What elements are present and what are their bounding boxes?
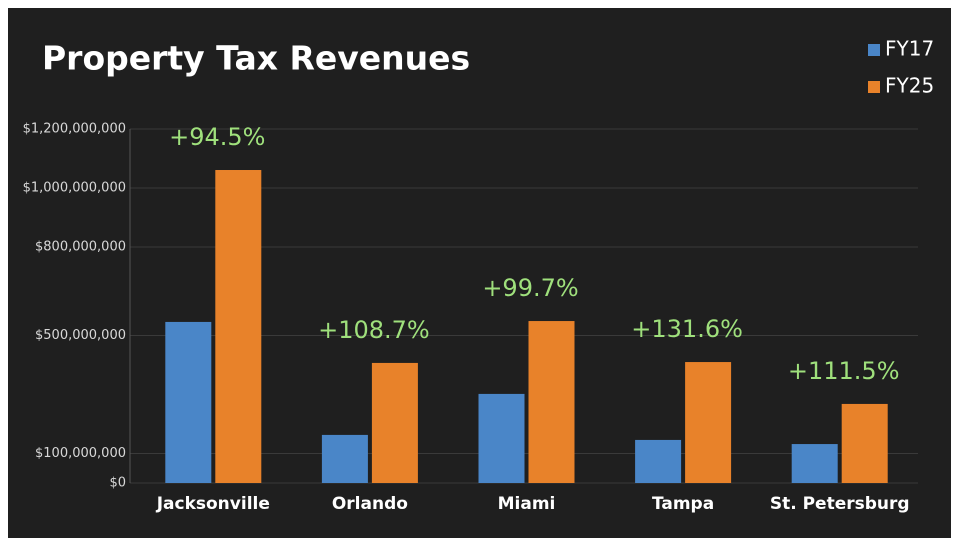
bar <box>215 170 262 483</box>
bar <box>321 434 368 483</box>
annotation: +108.7% <box>318 316 430 344</box>
bar <box>635 439 682 483</box>
y-tick-label: $500,000,000 <box>35 328 126 343</box>
x-tick-label: Miami <box>498 494 556 514</box>
y-tick-label: $800,000,000 <box>35 240 126 255</box>
legend-label: FY17 <box>885 37 934 61</box>
bar <box>791 444 838 483</box>
annotation: +94.5% <box>169 123 265 151</box>
y-tick-label: $1,000,000,000 <box>23 181 126 196</box>
bar <box>841 403 888 483</box>
legend-swatch <box>868 44 880 56</box>
y-tick-label: $0 <box>109 476 126 491</box>
x-tick-label: Tampa <box>652 494 714 514</box>
bar <box>478 393 525 483</box>
chart-title: Property Tax Revenues <box>42 39 470 78</box>
bar <box>528 321 575 483</box>
x-tick-label: Orlando <box>332 494 408 514</box>
x-tick-label: Jacksonville <box>156 494 270 514</box>
annotation: +111.5% <box>788 357 900 385</box>
annotation: +99.7% <box>482 274 578 302</box>
bar <box>165 321 212 483</box>
legend-label: FY25 <box>885 74 934 98</box>
bar <box>685 362 732 483</box>
bar <box>371 362 418 483</box>
annotation: +131.6% <box>631 315 743 343</box>
y-tick-label: $100,000,000 <box>35 446 126 461</box>
legend-swatch <box>868 81 880 93</box>
y-tick-label: $1,200,000,000 <box>23 122 126 137</box>
x-tick-label: St. Petersburg <box>770 494 910 514</box>
